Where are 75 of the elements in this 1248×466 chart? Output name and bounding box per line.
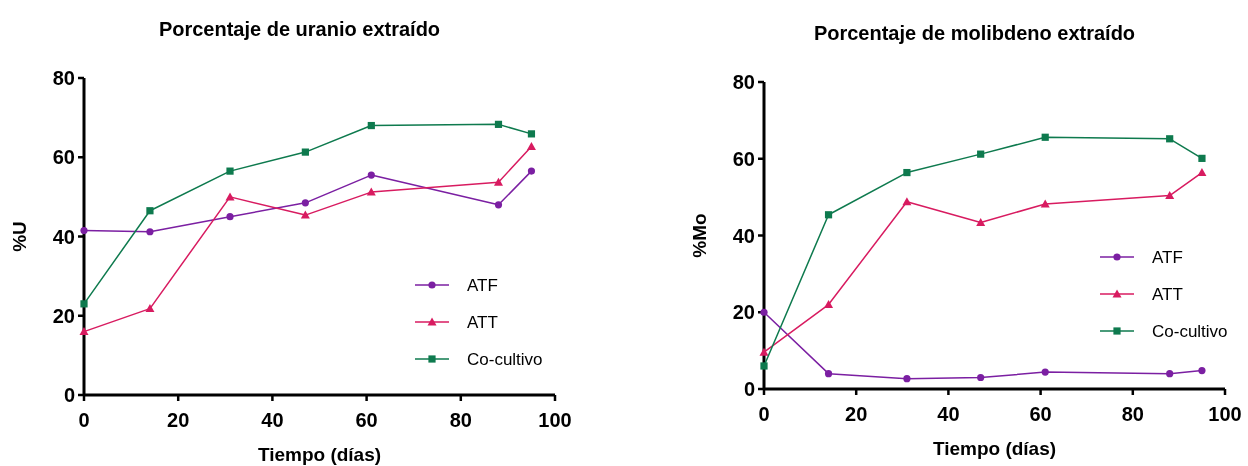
point	[1166, 135, 1174, 143]
y-tick-label: 80	[52, 67, 75, 89]
point	[1165, 191, 1175, 200]
point	[976, 217, 986, 226]
point	[145, 304, 155, 313]
y-tick-label: 80	[732, 71, 755, 93]
point	[226, 167, 234, 175]
point	[80, 300, 88, 308]
x-tick-label: 0	[78, 409, 90, 431]
y-tick-label: 40	[52, 225, 75, 248]
point	[1197, 168, 1207, 177]
point	[1041, 368, 1049, 376]
point	[903, 375, 911, 383]
legend-label: ATT	[467, 312, 498, 332]
legend-label: Co-cultivo	[467, 349, 543, 369]
point	[824, 370, 833, 378]
point	[367, 121, 375, 130]
y-axis-title: %Mo	[689, 213, 710, 258]
legend-label: ATF	[1152, 247, 1183, 267]
chart-title: Porcentaje de uranio extraído	[158, 18, 441, 40]
point	[1040, 199, 1050, 208]
legend-label: Co-cultivo	[1152, 321, 1228, 341]
point	[79, 327, 89, 336]
point	[824, 300, 834, 309]
legend-label: ATT	[1152, 284, 1183, 304]
y-tick-label: 0	[63, 384, 75, 406]
point	[494, 120, 503, 128]
y-tick-label: 60	[732, 147, 755, 170]
point	[977, 150, 985, 158]
point	[80, 226, 88, 235]
x-axis-title: Tiempo (días)	[257, 444, 382, 465]
point	[1166, 370, 1174, 378]
point	[902, 197, 912, 206]
y-axis-title: %U	[9, 221, 30, 252]
point	[527, 130, 536, 138]
y-tick-label: 60	[52, 146, 75, 169]
x-tick-label: 0	[758, 403, 770, 425]
x-tick-label: 60	[1029, 403, 1052, 425]
y-tick-label: 0	[743, 378, 755, 400]
point	[824, 211, 833, 219]
point	[903, 168, 911, 177]
point	[366, 187, 376, 196]
x-tick-label: 80	[1121, 403, 1144, 425]
point	[146, 207, 154, 215]
x-axis-title: Tiempo (días)	[932, 438, 1057, 459]
point	[977, 373, 985, 382]
y-tick-label: 20	[52, 304, 75, 327]
point	[301, 148, 309, 156]
point	[527, 167, 536, 175]
x-tick-label: 20	[167, 409, 190, 431]
point	[494, 201, 503, 209]
point	[759, 347, 769, 356]
point	[1198, 366, 1206, 375]
point	[493, 177, 503, 186]
y-tick-label: 40	[732, 224, 755, 247]
point	[146, 228, 154, 236]
legend-label: ATF	[467, 275, 498, 295]
chart-title: Porcentaje de molibdeno extraído	[813, 22, 1136, 44]
point	[1198, 154, 1206, 162]
x-tick-label: 20	[845, 403, 868, 425]
point	[300, 210, 310, 219]
point	[367, 171, 375, 179]
x-tick-label: 80	[449, 409, 472, 431]
point	[1041, 133, 1049, 141]
y-tick-label: 20	[732, 301, 755, 324]
point	[301, 199, 309, 207]
point	[226, 213, 234, 221]
x-tick-label: 40	[261, 409, 284, 431]
x-tick-label: 40	[937, 403, 960, 425]
point	[526, 142, 536, 151]
point	[760, 362, 768, 370]
point	[760, 308, 768, 316]
x-tick-label: 100	[1208, 403, 1242, 425]
x-tick-label: 100	[538, 409, 572, 431]
x-tick-label: 60	[355, 409, 378, 431]
